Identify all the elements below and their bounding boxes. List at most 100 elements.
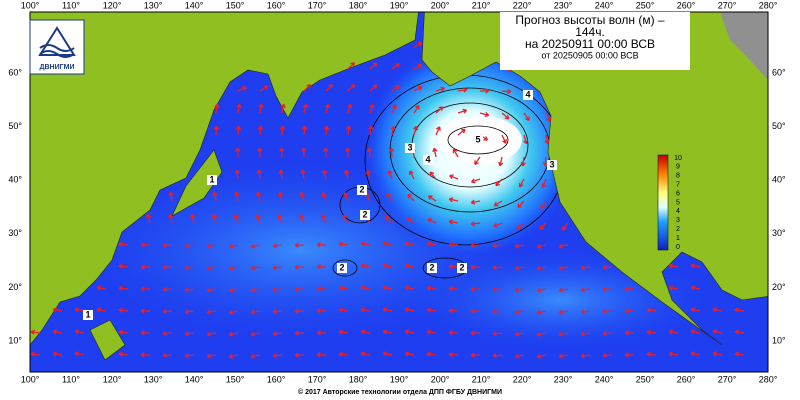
wind-arrow <box>690 329 701 335</box>
wind-arrow <box>457 87 468 93</box>
lon-label: 260° <box>677 0 696 10</box>
wind-arrow <box>580 287 591 293</box>
wind-arrow <box>514 287 525 293</box>
wind-arrow <box>338 241 349 247</box>
wind-arrow <box>470 352 481 358</box>
wind-arrow <box>429 171 437 180</box>
lon-label: 190° <box>390 0 409 10</box>
lat-label: 40° <box>8 175 22 185</box>
wind-arrow <box>514 309 525 315</box>
wind-arrow <box>580 331 591 337</box>
wind-arrow <box>391 85 400 92</box>
colorbar-label: 7 <box>676 182 680 189</box>
wind-arrow <box>233 213 239 224</box>
wind-arrow <box>520 156 526 167</box>
lon-label: 150° <box>226 0 245 10</box>
wind-arrow <box>390 125 396 136</box>
wind-arrow <box>580 309 591 315</box>
wind-arrow <box>206 353 217 359</box>
wind-arrow <box>435 86 446 92</box>
wind-arrow <box>301 125 308 136</box>
wind-arrow <box>184 287 195 293</box>
wind-arrow <box>277 214 283 224</box>
land <box>30 12 768 361</box>
wind-arrow <box>302 103 308 114</box>
lon-label: 170° <box>308 0 327 10</box>
lon-label: 210° <box>472 0 491 10</box>
wind-arrow <box>360 351 371 357</box>
wind-arrow <box>347 84 356 92</box>
wind-arrow <box>558 331 569 337</box>
colorbar-label: 1 <box>676 235 680 242</box>
wind-arrow <box>492 243 503 249</box>
wind-arrow <box>316 286 327 292</box>
wind-arrow <box>272 265 283 271</box>
lon-label: 210° <box>472 374 491 384</box>
wind-arrow <box>206 243 217 249</box>
wind-arrow <box>162 264 173 270</box>
wind-arrow <box>646 351 657 357</box>
wind-arrow <box>404 285 415 291</box>
wind-arrow <box>382 351 393 357</box>
wind-arrow <box>457 108 468 114</box>
wind-arrow <box>74 307 85 313</box>
wind-arrow <box>360 263 371 269</box>
contour-label-bg <box>423 155 433 165</box>
lon-label: 160° <box>267 374 286 384</box>
wind-arrow <box>255 213 261 224</box>
contour-label-bg <box>457 263 467 273</box>
lon-label: 120° <box>103 374 122 384</box>
wind-arrow <box>448 330 459 336</box>
wind-arrow <box>413 41 423 48</box>
wind-arrow <box>228 353 239 359</box>
wind-arrow <box>517 200 525 209</box>
wind-arrow <box>518 178 525 188</box>
wind-arrow <box>470 178 481 184</box>
wind-arrow <box>279 125 286 136</box>
lat-label: 30° <box>772 228 786 238</box>
lon-label: 100° <box>21 0 40 10</box>
wind-arrow <box>452 148 459 158</box>
wind-arrow <box>272 287 283 293</box>
wind-arrow <box>408 170 415 180</box>
wind-arrow <box>272 309 283 315</box>
wind-arrow <box>412 125 419 136</box>
wind-arrow <box>668 285 679 291</box>
wind-arrow <box>342 214 349 224</box>
wind-arrow <box>228 331 239 337</box>
wind-arrow <box>668 263 679 269</box>
lon-label: 140° <box>185 374 204 384</box>
contour-label-bg <box>547 160 557 170</box>
wind-arrow <box>325 83 333 92</box>
wind-arrow <box>211 213 217 224</box>
wind-arrow <box>514 331 525 337</box>
wind-arrow <box>369 62 378 70</box>
wind-arrow <box>382 263 393 269</box>
wind-arrow <box>690 263 701 269</box>
lon-label: 240° <box>595 374 614 384</box>
wind-arrow <box>256 191 262 202</box>
wind-arrow <box>360 329 371 335</box>
copyright: © 2017 Авторские технологии отдела ДПП Ф… <box>298 388 502 396</box>
colorbar-label: 2 <box>676 226 680 233</box>
lon-label: 280° <box>759 374 778 384</box>
wind-arrow <box>118 263 129 269</box>
lon-label: 100° <box>21 374 40 384</box>
wind-arrow <box>279 147 285 158</box>
wind-arrow <box>558 309 569 315</box>
wind-arrow <box>234 191 240 202</box>
wind-arrow <box>272 353 283 359</box>
wind-arrow <box>382 329 393 335</box>
wind-arrow <box>235 147 241 158</box>
wind-arrow <box>404 241 415 247</box>
lon-label: 240° <box>595 0 614 10</box>
contour-label-bg <box>337 263 347 273</box>
wind-arrow <box>668 351 679 357</box>
lon-label: 130° <box>144 0 163 10</box>
wind-arrow <box>427 218 437 224</box>
wind-arrow <box>492 331 503 337</box>
wind-arrow <box>558 353 569 359</box>
colorbar-label: 5 <box>676 199 680 206</box>
wind-arrow <box>118 285 129 291</box>
